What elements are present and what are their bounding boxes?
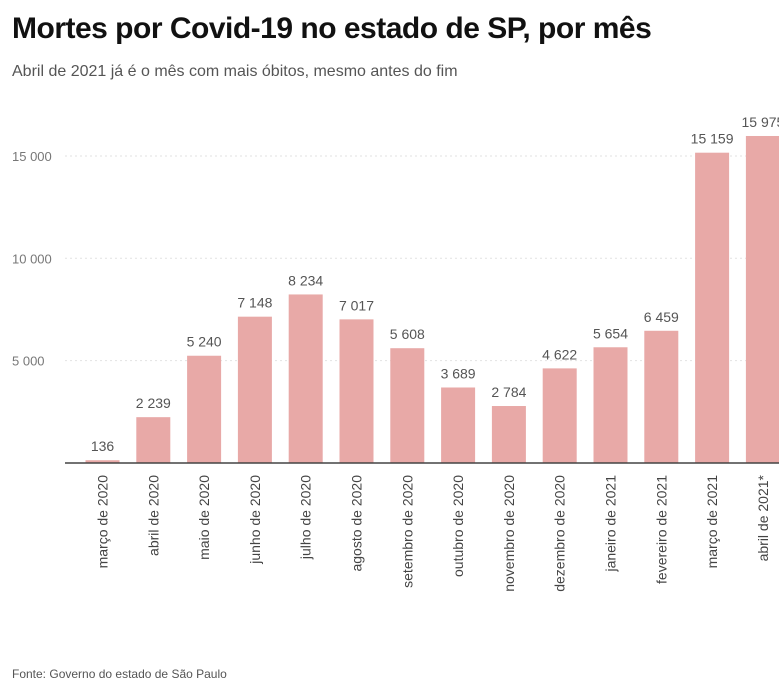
bar [695,152,730,464]
data-label: 136 [91,438,115,454]
bar [745,135,779,463]
bar [288,294,323,463]
x-tick-label: setembro de 2020 [399,475,415,588]
data-label: 7 148 [237,295,272,311]
x-axis-ticks: março de 2020 abril de 2020 maio de 2020 ju… [95,474,771,591]
bar [542,368,577,463]
bar [85,460,120,463]
bars [85,135,779,464]
x-tick-label: fevereiro de 2021 [653,475,669,584]
x-tick-label: junho de 2020 [247,475,263,565]
y-tick-label: 15 000 [12,149,52,164]
x-tick-label: janeiro de 2021 [603,475,619,573]
data-label: 7 017 [339,297,374,313]
data-labels: 136 2 239 5 240 7 148 8 234 7 017 5 608 3 689 2 … [91,114,779,454]
bar [339,319,374,463]
data-label: 6 459 [644,309,679,325]
x-tick-label: julho de 2020 [298,475,314,560]
bar [593,347,628,463]
bar [187,355,222,463]
data-label: 15 975 [741,114,779,130]
y-tick-label: 10 000 [12,251,52,266]
chart-title: Mortes por Covid-19 no estado de SP, por… [12,12,652,45]
x-tick-label: agosto de 2020 [349,475,365,572]
data-label: 8 234 [288,272,323,288]
bar [441,387,476,463]
x-tick-label: novembro de 2020 [501,475,517,592]
data-label: 2 239 [136,395,171,411]
data-label: 5 654 [593,325,628,341]
y-axis-ticks: 5 000 10 000 15 000 [12,149,52,369]
bar [644,330,679,463]
data-label: 2 784 [491,384,526,400]
data-label: 15 159 [691,131,734,147]
x-tick-label: abril de 2021* [755,474,771,561]
bar [491,406,526,463]
x-tick-label: maio de 2020 [196,475,212,560]
data-label: 5 608 [390,326,425,342]
data-label: 5 240 [187,334,222,350]
x-tick-label: abril de 2020 [145,475,161,556]
x-tick-label: dezembro de 2020 [552,475,568,592]
data-label: 3 689 [441,365,476,381]
bar [136,417,171,463]
source-note: Fonte: Governo do estado de São Paulo [12,667,227,681]
x-tick-label: março de 2020 [95,475,111,569]
bar [390,348,425,463]
data-label: 4 622 [542,346,577,362]
x-tick-label: outubro de 2020 [450,475,466,577]
x-tick-label: março de 2021 [704,475,720,569]
chart-subtitle: Abril de 2021 já é o mês com mais óbitos… [12,63,458,80]
bar [237,316,272,463]
y-tick-label: 5 000 [12,354,45,369]
